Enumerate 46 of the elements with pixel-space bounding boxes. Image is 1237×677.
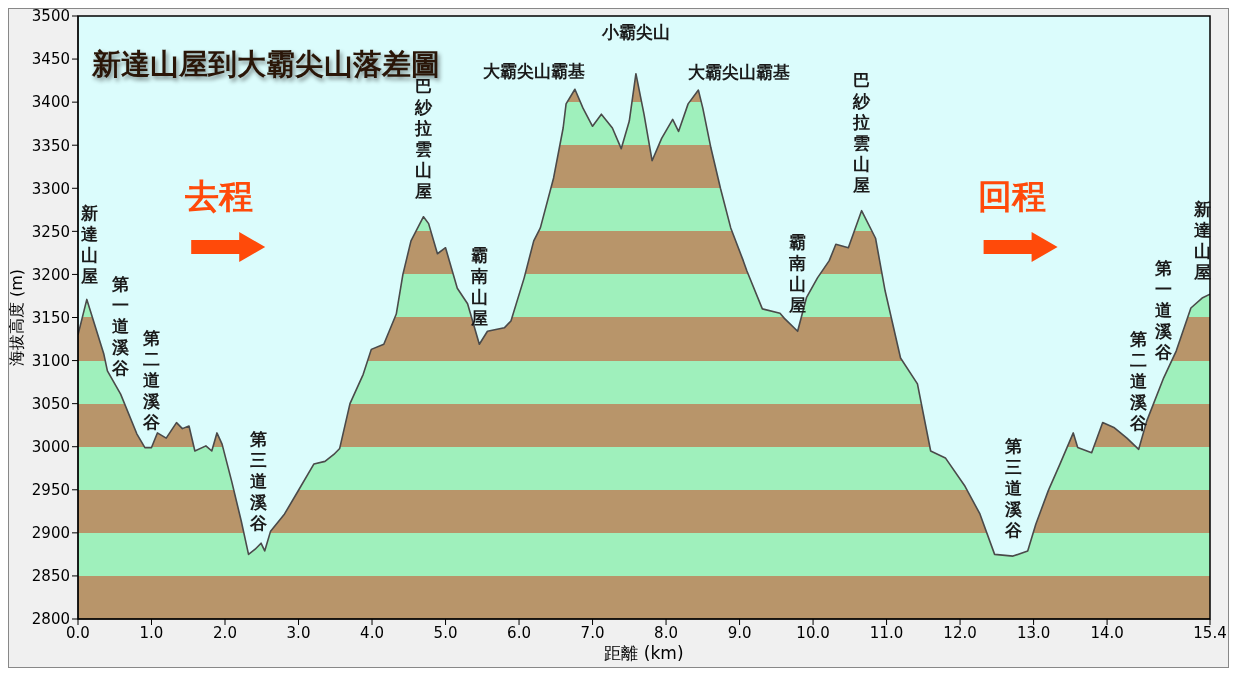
y-tick-label: 3350 bbox=[31, 136, 70, 155]
x-tick-label: 6.0 bbox=[507, 623, 531, 642]
y-tick-label: 3100 bbox=[31, 351, 70, 370]
x-tick-label: 5.0 bbox=[433, 623, 458, 642]
x-tick-label: 10.0 bbox=[796, 623, 830, 642]
annotation: 小霸尖山 bbox=[600, 21, 670, 42]
y-tick-label: 3150 bbox=[31, 308, 70, 327]
y-tick-label: 3500 bbox=[31, 7, 70, 26]
x-tick-label: 11.0 bbox=[869, 623, 904, 642]
x-tick-label: 12.0 bbox=[943, 623, 977, 642]
y-tick-label: 3050 bbox=[31, 394, 70, 413]
x-tick-label: 1.0 bbox=[139, 623, 164, 642]
annotation: 第一道溪谷 bbox=[1154, 257, 1174, 362]
y-tick-label: 3450 bbox=[31, 50, 70, 69]
y-tick-label: 2850 bbox=[31, 567, 70, 586]
annotation: 大霸尖山霸基 bbox=[482, 61, 585, 82]
y-tick-label: 3200 bbox=[31, 265, 70, 284]
annotation: 第二道溪谷 bbox=[142, 327, 162, 432]
x-axis-title: 距離 (km) bbox=[604, 643, 684, 663]
annotation: 霸南山屋 bbox=[469, 245, 488, 329]
x-tick-label: 9.0 bbox=[727, 623, 752, 642]
annotation: 新達山屋 bbox=[79, 202, 98, 286]
x-tick-label: 15.4 bbox=[1193, 623, 1227, 642]
x-tick-label: 2.0 bbox=[213, 623, 237, 642]
y-tick-label: 3250 bbox=[31, 222, 70, 241]
y-axis-title: 海拔高度 (m) bbox=[7, 268, 26, 367]
x-tick-label: 3.0 bbox=[286, 623, 311, 642]
annotation: 第三道溪谷 bbox=[1003, 436, 1023, 541]
annotation: 第二道溪谷 bbox=[1129, 329, 1149, 434]
x-tick-label: 0.0 bbox=[66, 623, 90, 642]
y-tick-label: 2950 bbox=[31, 481, 70, 500]
x-tick-label: 14.0 bbox=[1090, 623, 1124, 642]
x-tick-label: 7.0 bbox=[580, 623, 605, 642]
annotation: 巴紗拉雲山屋 bbox=[852, 69, 872, 195]
annotation: 大霸尖山霸基 bbox=[688, 62, 791, 83]
x-tick-label: 4.0 bbox=[360, 623, 384, 642]
annotation: 第三道溪谷 bbox=[248, 429, 268, 534]
y-tick-label: 3000 bbox=[31, 438, 70, 457]
annotation: 回程 bbox=[977, 176, 1046, 216]
annotation: 第一道溪谷 bbox=[111, 274, 131, 379]
x-tick-label: 13.0 bbox=[1016, 623, 1051, 642]
y-tick-label: 2900 bbox=[31, 524, 70, 543]
x-tick-label: 8.0 bbox=[654, 623, 678, 642]
annotation: 去程 bbox=[184, 176, 254, 216]
y-tick-label: 3300 bbox=[31, 179, 70, 198]
y-tick-label: 3400 bbox=[31, 93, 70, 112]
